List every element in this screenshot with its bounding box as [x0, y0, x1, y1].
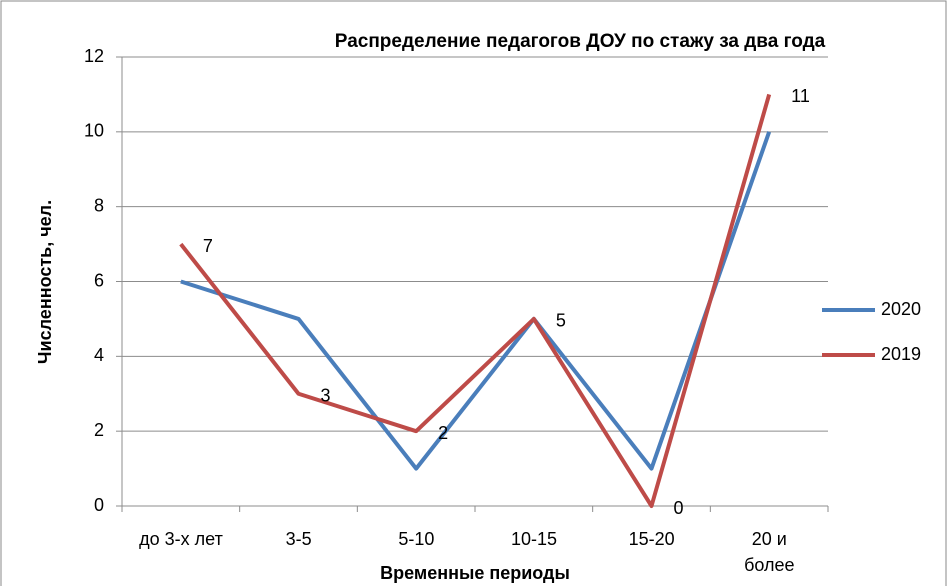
x-tick-label: до 3-х лет	[139, 529, 223, 549]
x-tick-label: 3-5	[285, 529, 312, 549]
x-tick-label: 10-15	[510, 529, 558, 549]
data-label: 2	[438, 423, 448, 443]
series-line	[180, 131, 772, 471]
data-label: 3	[321, 386, 331, 406]
data-label: 7	[203, 236, 213, 256]
y-tick-label: 2	[94, 420, 104, 440]
y-tick-label: 10	[84, 121, 104, 141]
legend-label: 2020	[881, 299, 921, 319]
series-line	[179, 93, 772, 508]
y-tick-label: 4	[94, 345, 104, 365]
chart-title: Распределение педагогов ДОУ по стажу за …	[335, 31, 826, 52]
x-axis-title: Временные периоды	[380, 563, 570, 583]
data-label: 0	[674, 498, 684, 518]
x-tick-label: 15-20	[628, 529, 675, 549]
data-label: 11	[791, 86, 810, 106]
y-tick-label: 12	[84, 46, 104, 66]
legend-label: 2019	[881, 344, 921, 364]
x-tick-label: 5-10	[398, 529, 435, 549]
y-tick-label: 8	[94, 195, 104, 215]
y-tick-label: 6	[94, 270, 104, 290]
y-tick-label: 0	[94, 495, 104, 515]
y-axis-title: Численность, чел.	[35, 200, 55, 364]
data-label: 5	[556, 311, 566, 331]
x-tick-label: 20 и более	[744, 529, 795, 575]
